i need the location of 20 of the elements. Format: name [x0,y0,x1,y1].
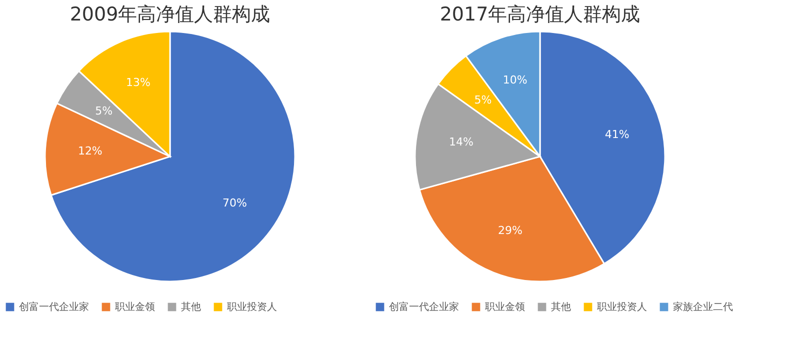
chart-title: 2017年高净值人群构成 [440,4,640,26]
legend-label: 职业投资人 [597,301,647,313]
legend-label: 家族企业二代 [673,301,733,313]
legend-label: 创富一代企业家 [389,301,459,313]
data-label: 70% [222,196,247,210]
legend-label: 职业金领 [485,301,525,313]
data-label: 14% [448,136,474,149]
legend-label: 职业金领 [115,301,155,313]
data-label: 5% [95,104,113,118]
legend-label: 其他 [551,301,571,313]
chart-title: 2009年高净值人群构成 [70,4,270,26]
data-label: 12% [78,144,102,158]
data-label: 13% [126,76,150,90]
legend-label: 职业投资人 [227,301,277,313]
legend-label: 其他 [181,301,201,313]
data-label: 29% [498,224,522,237]
data-label: 41% [604,128,630,142]
data-label: 10% [502,73,528,86]
data-label: 5% [474,93,492,106]
legend-label: 创富一代企业家 [19,301,89,313]
